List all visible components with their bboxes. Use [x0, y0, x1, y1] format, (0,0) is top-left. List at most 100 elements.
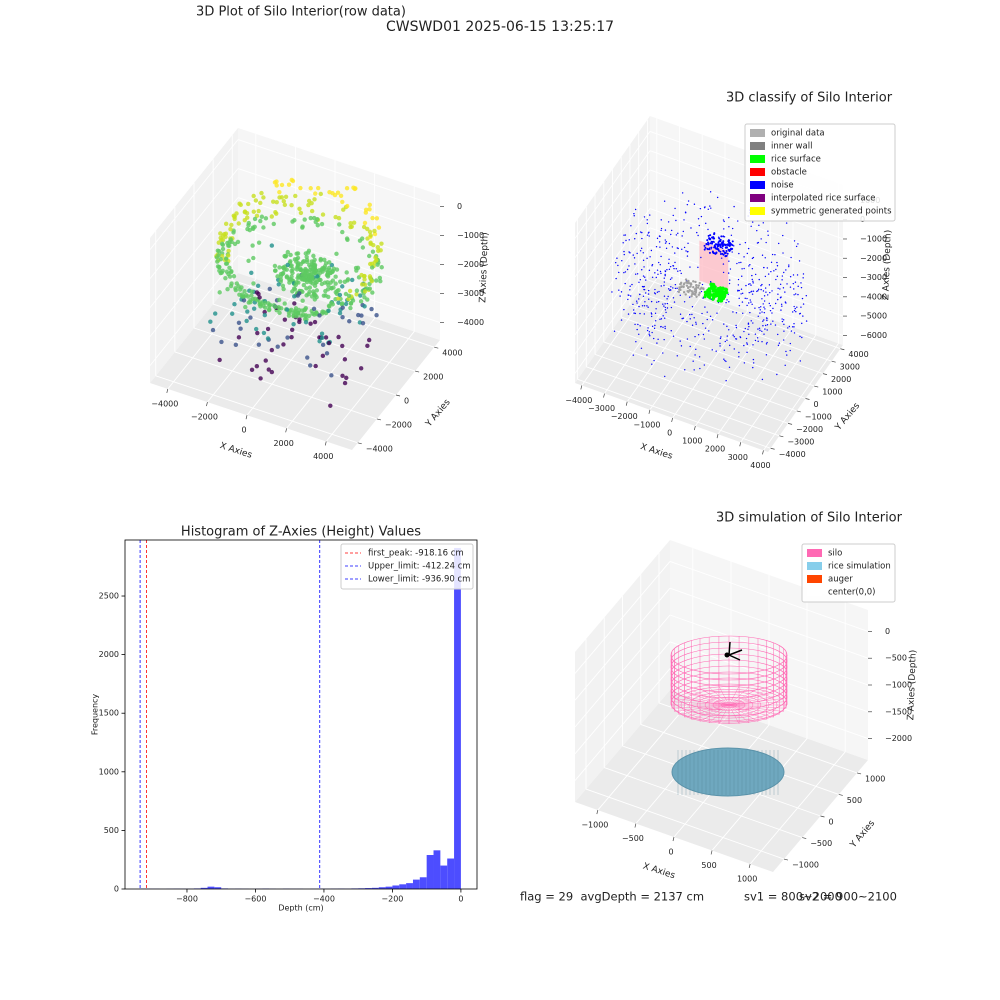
point: [731, 247, 734, 250]
point: [220, 268, 225, 273]
point: [242, 288, 247, 294]
point: [793, 288, 795, 290]
point: [792, 282, 795, 285]
point: [758, 278, 760, 281]
point: [663, 200, 666, 202]
point: [662, 303, 664, 305]
point: [232, 241, 238, 247]
point: [764, 257, 766, 259]
point: [289, 334, 294, 340]
point: [709, 237, 712, 240]
point: [703, 248, 706, 251]
point: [660, 318, 663, 320]
point: [751, 267, 754, 270]
point: [689, 313, 691, 316]
point: [737, 284, 740, 286]
point: [338, 279, 343, 284]
point: [342, 279, 348, 284]
point: [767, 234, 769, 236]
point: [675, 234, 678, 236]
point: [217, 290, 222, 295]
point: [277, 189, 282, 195]
point: [646, 329, 649, 332]
point: [748, 291, 750, 294]
point: [679, 270, 681, 272]
point: [369, 278, 375, 284]
point: [743, 330, 745, 333]
point: [708, 251, 711, 254]
point: [713, 233, 716, 236]
point: [668, 258, 670, 260]
tick-mark: [796, 410, 801, 413]
tick-mark: [580, 385, 583, 390]
point: [679, 294, 681, 296]
point: [766, 341, 768, 344]
point: [702, 322, 704, 325]
point: [756, 229, 758, 232]
y-tick-label: 1000: [822, 388, 842, 397]
point: [719, 238, 722, 241]
point: [660, 255, 662, 258]
point-cloud: [208, 177, 384, 408]
point: [337, 310, 343, 316]
point: [720, 336, 722, 338]
grid-line: [638, 291, 832, 362]
point: [638, 333, 640, 335]
point: [297, 206, 302, 211]
grid-line: [574, 131, 651, 239]
grid-line: [586, 366, 780, 437]
point: [236, 335, 242, 340]
point: [267, 286, 272, 292]
point: [684, 369, 686, 371]
tick-mark: [831, 360, 836, 363]
silo-ring: [670, 635, 788, 675]
grid-line: [149, 168, 239, 279]
point: [340, 284, 345, 289]
x-axis-label: X Axies: [218, 441, 253, 461]
point: [752, 256, 755, 259]
x-axis-label: X Axies: [639, 442, 674, 462]
point: [658, 261, 660, 264]
point: [800, 286, 803, 289]
point: [672, 214, 674, 217]
point: [242, 209, 248, 215]
point: [719, 345, 721, 347]
point: [664, 242, 667, 244]
point: [802, 303, 805, 305]
point: [623, 253, 625, 256]
point: [647, 327, 649, 329]
point: [329, 285, 334, 291]
point: [689, 266, 691, 268]
legend-label: rice surface: [771, 155, 821, 165]
point: [286, 313, 292, 318]
point: [645, 279, 647, 281]
point: [290, 219, 295, 224]
point: [369, 265, 375, 270]
point: [764, 324, 767, 327]
point: [376, 225, 382, 230]
point: [633, 212, 635, 215]
point: [731, 240, 734, 243]
point: [653, 327, 656, 330]
x-tick-label: 2000: [705, 445, 725, 454]
point: [738, 304, 741, 307]
point: [719, 253, 722, 256]
point: [719, 337, 722, 340]
point: [693, 203, 696, 205]
point: [709, 281, 712, 283]
y-tick-label: −4000: [779, 450, 806, 459]
grid-line: [174, 351, 378, 420]
point: [317, 268, 322, 273]
point: [618, 271, 620, 274]
point: [756, 290, 758, 293]
point: [322, 257, 327, 262]
point: [313, 219, 318, 225]
point: [627, 298, 629, 301]
annotation: sv1 = 800~2000: [744, 890, 842, 904]
point: [707, 208, 709, 210]
point: [767, 230, 769, 232]
x-tick-label: 4000: [313, 452, 333, 461]
point: [796, 306, 798, 308]
auger: [728, 641, 731, 656]
y-tick-label: 0: [814, 400, 819, 409]
